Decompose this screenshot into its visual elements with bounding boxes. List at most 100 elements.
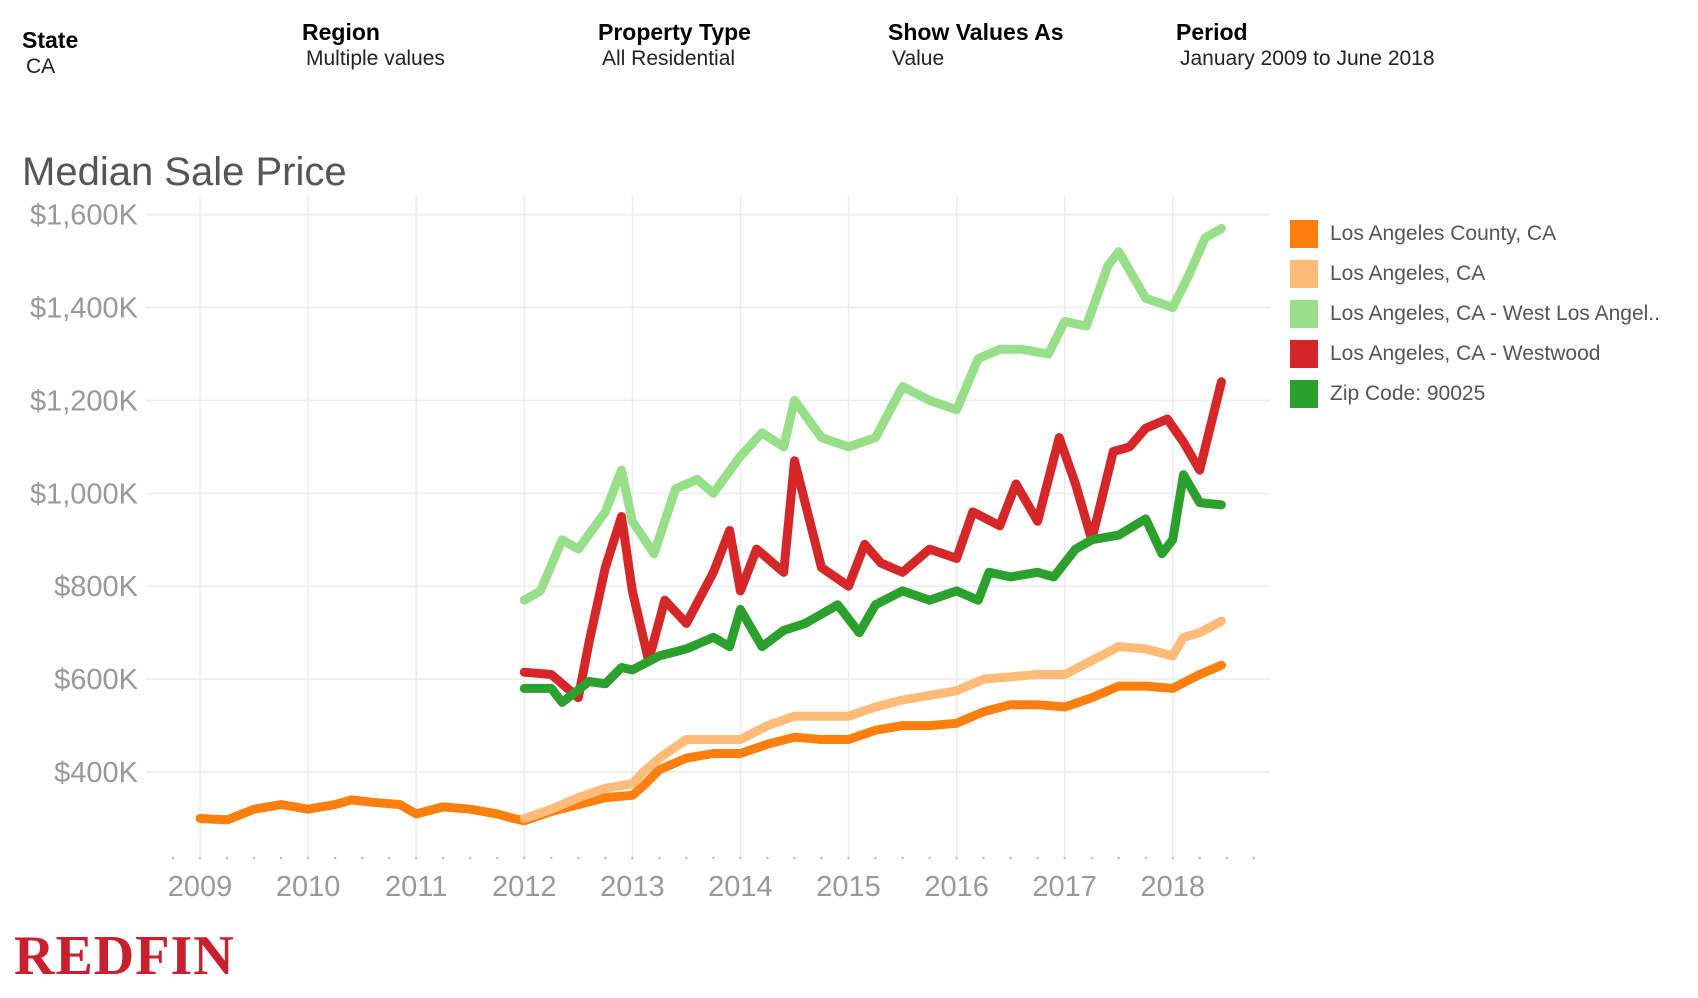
x-minor-tick [631, 856, 634, 860]
x-minor-tick [685, 856, 688, 860]
legend-label: Los Angeles, CA - West Los Angel.. [1330, 302, 1660, 325]
x-minor-tick [469, 856, 472, 860]
legend-swatch [1290, 260, 1318, 288]
x-tick-label: 2018 [1140, 871, 1205, 903]
x-minor-tick [766, 856, 769, 860]
x-minor-tick [171, 856, 175, 860]
y-tick-label: $400K [54, 757, 139, 789]
x-minor-tick [279, 856, 283, 860]
y-tick-label: $800K [54, 571, 139, 603]
x-minor-tick [1144, 856, 1147, 860]
x-tick-label: 2009 [168, 871, 233, 903]
legend-swatch [1290, 380, 1318, 408]
axis-layer: $400K $600K $800K $1,000K $1,200K $1,400K $1,6… [30, 200, 1255, 903]
legend-swatch [1290, 220, 1318, 248]
y-tick-label: $1,000K [30, 478, 139, 510]
x-minor-tick [252, 856, 256, 860]
filter-property-type-value[interactable]: All Residential [602, 47, 736, 70]
filter-period-value[interactable]: January 2009 to June 2018 [1180, 47, 1435, 70]
legend-label: Los Angeles, CA - Westwood [1330, 342, 1601, 365]
filter-region[interactable]: Region Multiple values [302, 18, 445, 72]
x-minor-tick [523, 856, 526, 860]
legend-swatch [1290, 340, 1318, 368]
x-minor-tick [847, 856, 850, 860]
filter-period[interactable]: Period January 2009 to June 2018 [1176, 18, 1435, 72]
legend-label: Zip Code: 90025 [1330, 382, 1486, 405]
filter-show-values-as-label: Show Values As [888, 19, 1064, 45]
x-minor-tick [604, 856, 607, 860]
series-line-2[interactable] [519, 616, 1226, 823]
y-tick-label: $600K [54, 664, 139, 696]
x-minor-tick [739, 856, 742, 860]
x-tick-label: 2012 [492, 871, 557, 903]
x-minor-tick [414, 856, 418, 860]
series-line-3[interactable] [519, 224, 1226, 605]
x-minor-tick [820, 856, 823, 860]
x-minor-tick [658, 856, 661, 860]
y-tick-label: $1,200K [30, 385, 139, 417]
x-minor-tick [1036, 856, 1039, 860]
legend-label: Los Angeles County, CA [1330, 222, 1557, 245]
filter-property-type[interactable]: Property Type All Residential [598, 18, 751, 72]
series-line-4[interactable] [519, 377, 1226, 703]
x-minor-tick [360, 856, 364, 860]
filter-bar: State CA Region Multiple values Property… [0, 0, 1698, 100]
x-minor-tick [496, 856, 499, 860]
chart-title: Median Sale Price [22, 150, 347, 194]
redfin-logo: REDFIN [14, 925, 235, 987]
x-minor-tick [550, 856, 553, 860]
x-tick-label: 2013 [600, 871, 665, 903]
series-line-1[interactable] [195, 660, 1226, 826]
filter-region-label: Region [302, 19, 380, 45]
x-minor-tick [225, 856, 229, 860]
x-minor-tick [1171, 856, 1174, 860]
x-minor-tick [1225, 856, 1228, 860]
x-tick-label: 2017 [1032, 871, 1097, 903]
legend-item[interactable]: Los Angeles County, CA [1290, 214, 1660, 254]
legend-swatch [1290, 300, 1318, 328]
x-minor-tick [928, 856, 931, 860]
x-minor-tick [306, 856, 310, 860]
x-tick-label: 2015 [816, 871, 881, 903]
x-tick-label: 2016 [924, 871, 989, 903]
x-minor-tick [387, 856, 391, 860]
x-minor-tick [1009, 856, 1012, 860]
filter-state-value[interactable]: CA [26, 55, 56, 78]
filter-show-values-as[interactable]: Show Values As Value [888, 18, 1064, 72]
legend-label: Los Angeles, CA [1330, 262, 1486, 285]
legend-item[interactable]: Los Angeles, CA - Westwood [1290, 334, 1660, 374]
x-minor-tick [1117, 856, 1120, 860]
legend-item[interactable]: Los Angeles, CA - West Los Angel.. [1290, 294, 1660, 334]
x-minor-tick [982, 856, 985, 860]
x-tick-label: 2014 [708, 871, 773, 903]
legend-item[interactable]: Los Angeles, CA [1290, 254, 1660, 294]
legend-item[interactable]: Zip Code: 90025 [1290, 374, 1660, 414]
chart-legend: Los Angeles County, CA Los Angeles, CA Los… [1290, 214, 1660, 414]
x-tick-label: 2011 [385, 871, 447, 903]
x-minor-tick [901, 856, 904, 860]
filter-show-values-as-value[interactable]: Value [892, 47, 945, 70]
x-minor-tick [1063, 856, 1066, 860]
filter-property-type-label: Property Type [598, 19, 751, 45]
x-minor-tick [955, 856, 958, 860]
x-tick-label: 2010 [276, 871, 341, 903]
x-minor-tick [712, 856, 715, 860]
x-minor-tick [1198, 856, 1201, 860]
x-minor-tick [333, 856, 337, 860]
series-layer [195, 224, 1226, 826]
filter-period-label: Period [1176, 19, 1248, 45]
x-minor-tick [874, 856, 877, 860]
y-tick-label: $1,400K [30, 292, 139, 324]
x-minor-tick [198, 856, 202, 860]
y-tick-label: $1,600K [30, 200, 139, 232]
filter-state-label: State [22, 27, 79, 53]
filter-state[interactable]: State CA [22, 26, 78, 80]
x-minor-tick [1090, 856, 1093, 860]
series-line-5[interactable] [519, 470, 1226, 707]
x-minor-tick [577, 856, 580, 860]
x-minor-tick [442, 856, 445, 860]
x-minor-tick [793, 856, 796, 860]
x-minor-tick [1252, 856, 1255, 860]
filter-region-value[interactable]: Multiple values [306, 47, 445, 70]
